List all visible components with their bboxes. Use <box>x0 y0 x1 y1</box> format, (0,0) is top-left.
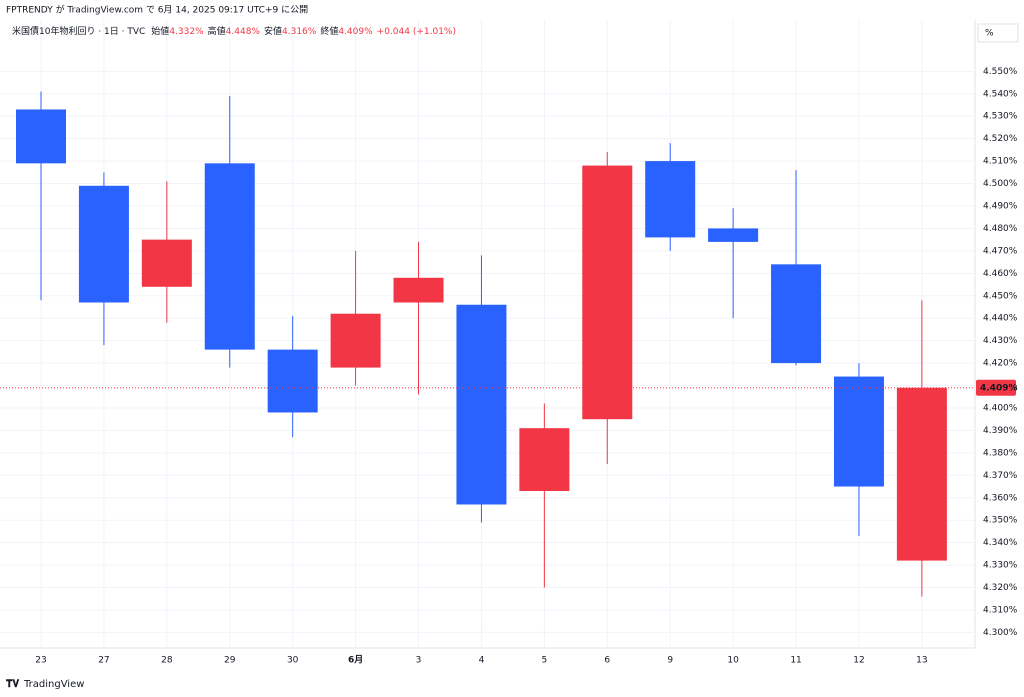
y-tick-label: 4.310% <box>983 605 1018 615</box>
y-tick-label: 4.430% <box>983 336 1018 346</box>
candle-body <box>519 428 570 492</box>
x-tick-label: 9 <box>667 656 673 666</box>
y-tick-label: 4.460% <box>983 269 1018 279</box>
published-note: FPTRENDY が TradingView.com で 6月 14, 2025… <box>6 4 308 16</box>
legend-title: 米国債10年物利回り · 1日 · TVC <box>12 25 145 37</box>
footer-brand: TradingView <box>23 679 84 690</box>
unit-label[interactable]: % <box>985 29 994 39</box>
last-price-label: 4.409% <box>980 383 1018 393</box>
x-tick-label: 3 <box>416 656 422 666</box>
legend-label: 高値 <box>208 25 226 37</box>
y-tick-label: 4.420% <box>983 359 1018 369</box>
x-tick-label: 13 <box>916 656 927 666</box>
candle-body <box>204 163 255 350</box>
x-tick-label: 5 <box>541 656 547 666</box>
candle-body <box>833 376 884 487</box>
last-price-box <box>976 379 1016 396</box>
candle-body <box>896 387 947 561</box>
legend-value: 4.409% <box>338 27 373 37</box>
y-tick-label: 4.360% <box>983 493 1018 503</box>
legend-label: 始値 <box>151 25 169 37</box>
candle-body <box>330 313 381 368</box>
legend: 米国債10年物利回り · 1日 · TVC 始値4.332% 高値4.448% 安値4… <box>12 25 456 37</box>
y-tick-label: 4.540% <box>983 89 1018 99</box>
x-tick-label: 29 <box>224 656 236 666</box>
x-tick-label: 12 <box>853 656 864 666</box>
x-tick-label: 6 <box>604 656 610 666</box>
y-tick-label: 4.350% <box>983 516 1018 526</box>
y-tick-label: 4.520% <box>983 134 1018 144</box>
legend-value: 4.448% <box>226 27 261 37</box>
y-tick-label: 4.440% <box>983 314 1018 324</box>
candle-body <box>582 165 633 420</box>
candle-body <box>267 349 318 413</box>
y-tick-label: 4.450% <box>983 291 1018 301</box>
y-tick-label: 4.370% <box>983 471 1018 481</box>
y-tick-label: 4.400% <box>983 403 1018 413</box>
x-tick-label: 6月 <box>348 655 363 666</box>
candle-body <box>393 277 444 303</box>
x-tick-label: 27 <box>98 656 109 666</box>
candle-body <box>708 228 759 242</box>
x-tick-label: 11 <box>790 656 801 666</box>
y-tick-label: 4.390% <box>983 426 1018 436</box>
legend-label: 終値 <box>320 25 338 37</box>
y-tick-label: 4.380% <box>983 448 1018 458</box>
legend-label: 安値 <box>264 25 282 37</box>
legend-value: 4.316% <box>282 27 317 37</box>
candle-body <box>645 161 696 238</box>
x-tick-label: 4 <box>479 656 485 666</box>
y-tick-label: 4.550% <box>983 67 1018 77</box>
y-tick-label: 4.500% <box>983 179 1018 189</box>
y-tick-label: 4.490% <box>983 201 1018 211</box>
y-tick-label: 4.300% <box>983 628 1018 638</box>
x-tick-label: 10 <box>727 656 739 666</box>
logo-mark: 𝐓𝐕 <box>6 678 19 690</box>
x-tick-label: 30 <box>287 656 299 666</box>
x-tick-label: 23 <box>35 656 46 666</box>
y-tick-label: 4.530% <box>983 112 1018 122</box>
candle-body <box>16 109 66 164</box>
candle-body <box>771 264 822 364</box>
unit-box[interactable] <box>977 23 1019 43</box>
y-tick-label: 4.330% <box>983 561 1018 571</box>
y-tick-label: 4.470% <box>983 246 1018 256</box>
legend-value: 4.332% <box>169 27 204 37</box>
y-tick-label: 4.320% <box>983 583 1018 593</box>
y-tick-label: 4.480% <box>983 224 1018 234</box>
legend-change: +0.044 (+1.01%) <box>377 27 456 37</box>
y-tick-label: 4.510% <box>983 157 1018 167</box>
y-tick-label: 4.340% <box>983 538 1018 548</box>
candle-body <box>141 239 192 287</box>
x-tick-label: 28 <box>161 656 173 666</box>
candle-body <box>78 185 129 303</box>
candle-body <box>456 304 507 505</box>
